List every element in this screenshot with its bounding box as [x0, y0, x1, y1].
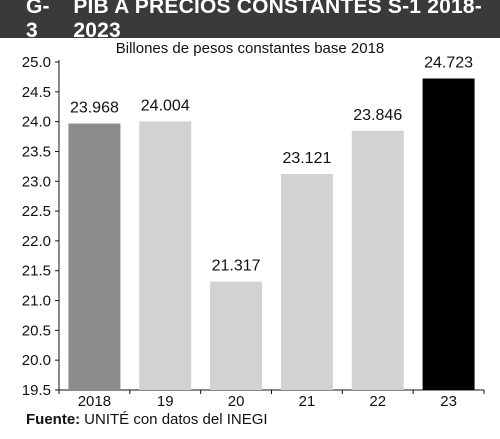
y-tick-label: 21.5	[22, 263, 51, 280]
x-tick-label: 21	[299, 393, 316, 410]
bar	[139, 121, 192, 390]
source-text: UNITÉ con datos del INEGI	[84, 411, 268, 428]
bar-value-label: 23.968	[70, 100, 119, 117]
x-tick-label: 22	[369, 393, 386, 410]
y-tick-label: 20.0	[22, 352, 51, 369]
y-tick-label: 22.0	[22, 233, 51, 250]
bar	[68, 123, 121, 390]
x-tick-label: 20	[228, 393, 245, 410]
x-tick-label: 23	[440, 393, 457, 410]
bar-value-label: 23.121	[282, 150, 331, 167]
bar	[280, 174, 333, 390]
chart-subtitle: Billones de pesos constantes base 2018	[115, 40, 385, 57]
bar-value-label: 24.723	[424, 55, 473, 72]
bar	[422, 78, 475, 390]
chart-title: PIB A PRECIOS CONSTANTES S-1 2018-2023	[73, 0, 482, 42]
source-label: Fuente:	[26, 411, 81, 428]
bar	[351, 130, 404, 390]
y-tick-label: 19.5	[22, 382, 51, 399]
y-tick-label: 25.0	[22, 54, 51, 71]
y-tick-label: 23.5	[22, 143, 51, 160]
y-tick-label: 22.5	[22, 203, 51, 220]
bar-value-label: 23.846	[353, 107, 402, 124]
y-tick-label: 24.0	[22, 114, 51, 131]
y-tick-label: 24.5	[22, 84, 51, 101]
bar-value-label: 24.004	[141, 97, 190, 114]
bar	[210, 281, 263, 390]
y-tick-label: 21.0	[22, 293, 51, 310]
y-tick-label: 20.5	[22, 322, 51, 339]
x-tick-label: 19	[157, 393, 174, 410]
bar-value-label: 21.317	[212, 258, 261, 275]
title-bar: G-3 PIB A PRECIOS CONSTANTES S-1 2018-20…	[0, 0, 500, 42]
source-note: Fuente: UNITÉ con datos del INEGI	[26, 411, 268, 428]
chart-code: G-3	[26, 0, 50, 42]
x-tick-label: 2018	[78, 393, 111, 410]
y-tick-label: 23.0	[22, 173, 51, 190]
